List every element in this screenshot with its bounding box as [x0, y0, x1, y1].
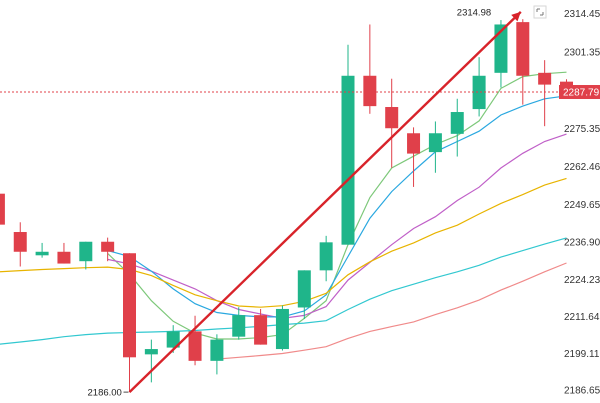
candle: [13, 222, 27, 267]
candle-body: [232, 315, 246, 337]
candle-body: [385, 107, 399, 129]
candle: [341, 44, 355, 245]
y-tick-label: 2249.65: [564, 200, 600, 211]
candle: [385, 78, 399, 168]
candle: [123, 253, 136, 393]
candle-body: [407, 133, 421, 154]
trend-arrow-head: [511, 11, 521, 22]
candle: [57, 242, 71, 264]
candle-body: [538, 72, 552, 85]
price-callout-label: 2314.98: [457, 7, 491, 18]
y-tick-label: 2186.65: [564, 386, 600, 397]
y-tick-label: 2224.23: [564, 275, 600, 286]
candle: [297, 270, 311, 319]
price-callouts: 2186.00 2314.98: [88, 7, 492, 398]
price-callout-label: 2186.00: [88, 388, 122, 399]
candle: [428, 121, 442, 173]
y-tick-label: 2211.64: [564, 312, 600, 323]
candle-body: [297, 270, 311, 308]
candle: [319, 235, 333, 282]
candle: [516, 19, 530, 105]
y-tick-label: 2262.46: [564, 162, 600, 173]
candle: [450, 98, 464, 157]
candle-body: [472, 75, 486, 110]
candle: [363, 24, 377, 114]
candle-body: [13, 232, 27, 252]
candle-body: [188, 331, 202, 361]
candle-body: [450, 112, 464, 134]
candle-body: [516, 22, 530, 76]
y-axis: 2314.45 2301.35 2275.35 2262.46 2249.65 2236.…: [559, 9, 600, 397]
candle-body: [494, 24, 508, 73]
candle: [101, 237, 115, 262]
candle-body: [79, 241, 93, 262]
candle-body: [319, 242, 333, 271]
candle-body: [275, 308, 289, 350]
candle-body: [35, 251, 49, 256]
candle-body: [341, 75, 355, 245]
candle: [210, 334, 224, 375]
candle: [275, 305, 289, 351]
candles: [0, 19, 573, 393]
candle-body: [254, 315, 268, 345]
candle: [472, 57, 486, 117]
candle: [35, 242, 49, 258]
y-tick-label: 2314.45: [564, 9, 600, 20]
ma-line-1: [107, 133, 567, 320]
expand-icon[interactable]: [533, 5, 547, 19]
current-price-label: 2287.79: [563, 88, 600, 99]
y-tick-label: 2199.11: [564, 349, 600, 360]
candle: [538, 60, 552, 127]
candle: [254, 308, 268, 345]
candle-body: [57, 251, 71, 264]
candle-body: [0, 193, 5, 225]
candle-body: [101, 241, 115, 252]
candle: [79, 241, 93, 270]
candle: [0, 193, 5, 225]
ma-line-5: [216, 262, 567, 360]
candle-body: [210, 339, 224, 361]
candle-body: [123, 253, 136, 358]
current-price-tag: 2287.79: [559, 85, 600, 100]
candle: [144, 339, 158, 383]
candle: [188, 315, 202, 366]
candle-body: [144, 349, 158, 355]
y-tick-label: 2301.35: [564, 48, 600, 59]
candle: [407, 127, 421, 187]
trend-arrow-line: [128, 10, 522, 393]
candle-body: [428, 133, 442, 153]
candle: [232, 307, 246, 340]
ma-line-0: [107, 71, 567, 340]
y-tick-label: 2275.35: [564, 124, 600, 135]
candle-body: [166, 331, 180, 348]
y-tick-label: 2236.90: [564, 238, 600, 249]
candle-body: [363, 75, 377, 107]
trend-arrow: [128, 10, 522, 393]
ma-line-2: [107, 95, 567, 318]
